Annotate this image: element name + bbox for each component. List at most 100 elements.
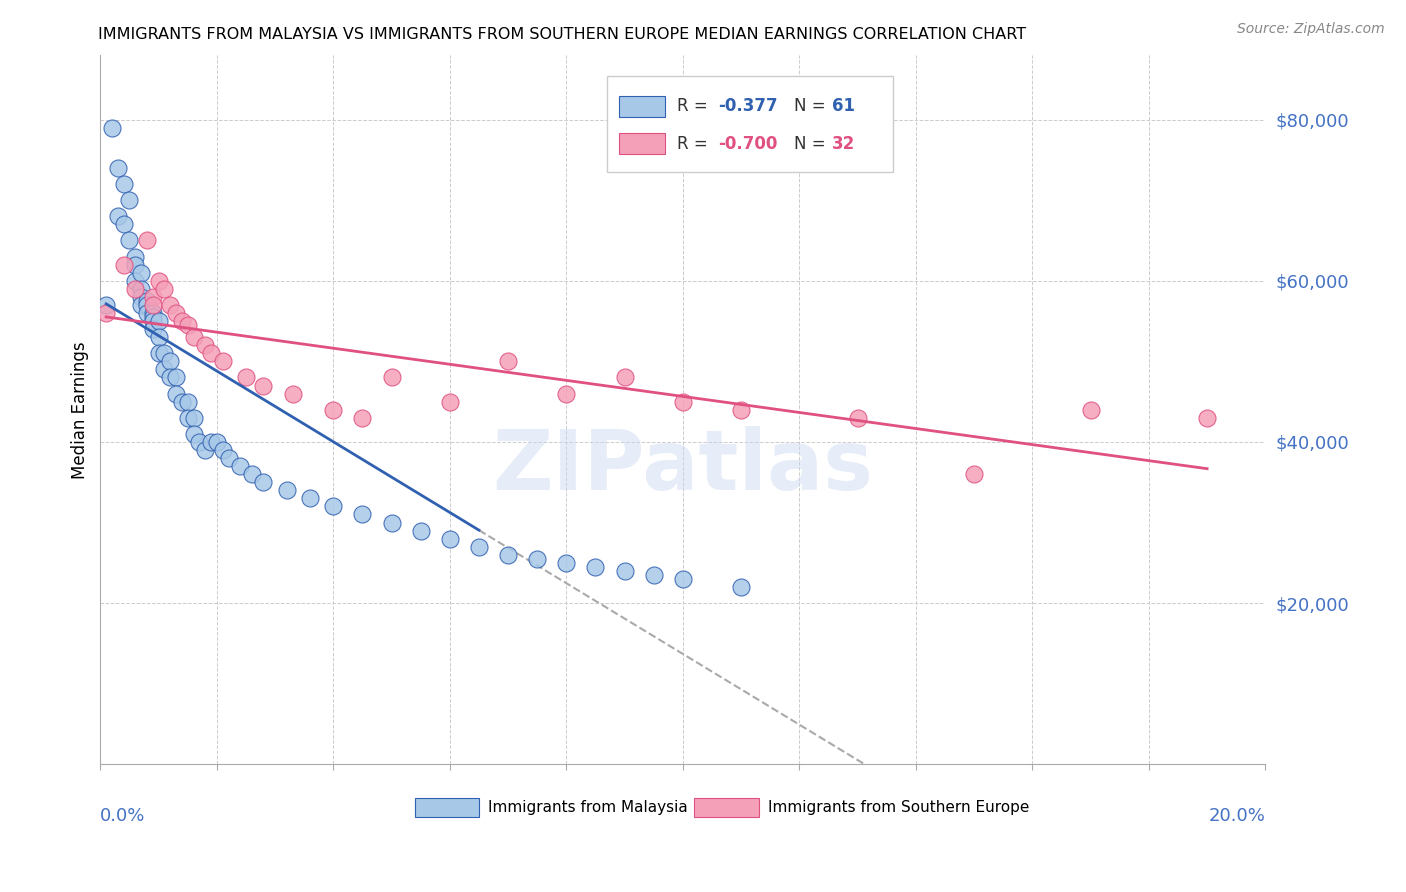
Point [142,310,165,324]
Point [183,330,205,344]
Bar [415,797,479,817]
Point [148,314,170,328]
Point [381,370,404,384]
Point [142,314,165,328]
Point [229,459,252,474]
Point [183,426,205,441]
Point [299,491,322,506]
Point [218,451,240,466]
Point [112,218,135,232]
Point [124,282,146,296]
Point [252,475,274,490]
Point [496,548,519,562]
Text: -0.700: -0.700 [718,135,778,153]
Point [200,346,222,360]
Text: N =: N = [793,97,831,115]
Point [124,258,146,272]
Point [107,209,129,223]
Text: Source: ZipAtlas.com: Source: ZipAtlas.com [1237,22,1385,37]
Text: Immigrants from Southern Europe: Immigrants from Southern Europe [768,800,1029,815]
Point [124,274,146,288]
Point [153,346,176,360]
Point [188,434,211,449]
Point [124,250,146,264]
Point [205,434,228,449]
Point [118,193,141,207]
Point [613,564,636,578]
Point [142,290,165,304]
Point [165,386,187,401]
Text: Immigrants from Malaysia: Immigrants from Malaysia [488,800,688,815]
Point [1197,410,1219,425]
Point [252,378,274,392]
Point [129,298,152,312]
Text: 61: 61 [832,97,855,115]
Point [730,580,752,594]
Point [613,370,636,384]
Point [240,467,263,482]
Point [211,354,233,368]
Point [526,551,548,566]
Text: R =: R = [678,97,713,115]
Point [235,370,257,384]
Bar [607,77,893,172]
Bar [619,133,665,154]
Point [148,274,170,288]
Point [276,483,298,498]
Point [159,354,181,368]
Text: N =: N = [793,135,831,153]
Point [153,282,176,296]
Y-axis label: Median Earnings: Median Earnings [72,341,89,478]
Point [555,556,578,570]
Text: 0.0%: 0.0% [100,807,146,825]
Point [170,394,193,409]
Text: IMMIGRANTS FROM MALAYSIA VS IMMIGRANTS FROM SOUTHERN EUROPE MEDIAN EARNINGS CORR: IMMIGRANTS FROM MALAYSIA VS IMMIGRANTS F… [98,27,1026,42]
Text: 32: 32 [832,135,855,153]
Point [468,540,491,554]
Point [129,266,152,280]
Point [112,177,135,191]
Point [129,282,152,296]
Point [672,572,695,586]
Point [96,298,118,312]
Point [165,306,187,320]
Text: 20.0%: 20.0% [1209,807,1265,825]
Point [211,442,233,457]
Point [107,161,129,175]
Text: ZIPatlas: ZIPatlas [492,426,873,507]
Bar [695,797,759,817]
Point [439,394,461,409]
Point [136,293,159,308]
Point [439,532,461,546]
Point [381,516,404,530]
Point [159,370,181,384]
Point [194,338,217,352]
Point [142,306,165,320]
Text: -0.377: -0.377 [718,97,778,115]
Point [101,120,124,135]
Point [96,306,118,320]
Point [281,386,304,401]
Point [322,500,344,514]
Point [352,410,374,425]
Point [136,234,159,248]
Point [555,386,578,401]
Point [963,467,986,482]
Point [153,362,176,376]
Point [136,306,159,320]
Point [148,346,170,360]
Text: R =: R = [678,135,713,153]
Point [112,258,135,272]
Point [170,314,193,328]
Point [672,394,695,409]
Point [129,290,152,304]
Point [194,442,217,457]
Point [165,370,187,384]
Point [177,318,200,332]
Point [1080,402,1102,417]
Point [643,568,665,582]
Point [496,354,519,368]
Point [730,402,752,417]
Point [846,410,869,425]
Point [200,434,222,449]
